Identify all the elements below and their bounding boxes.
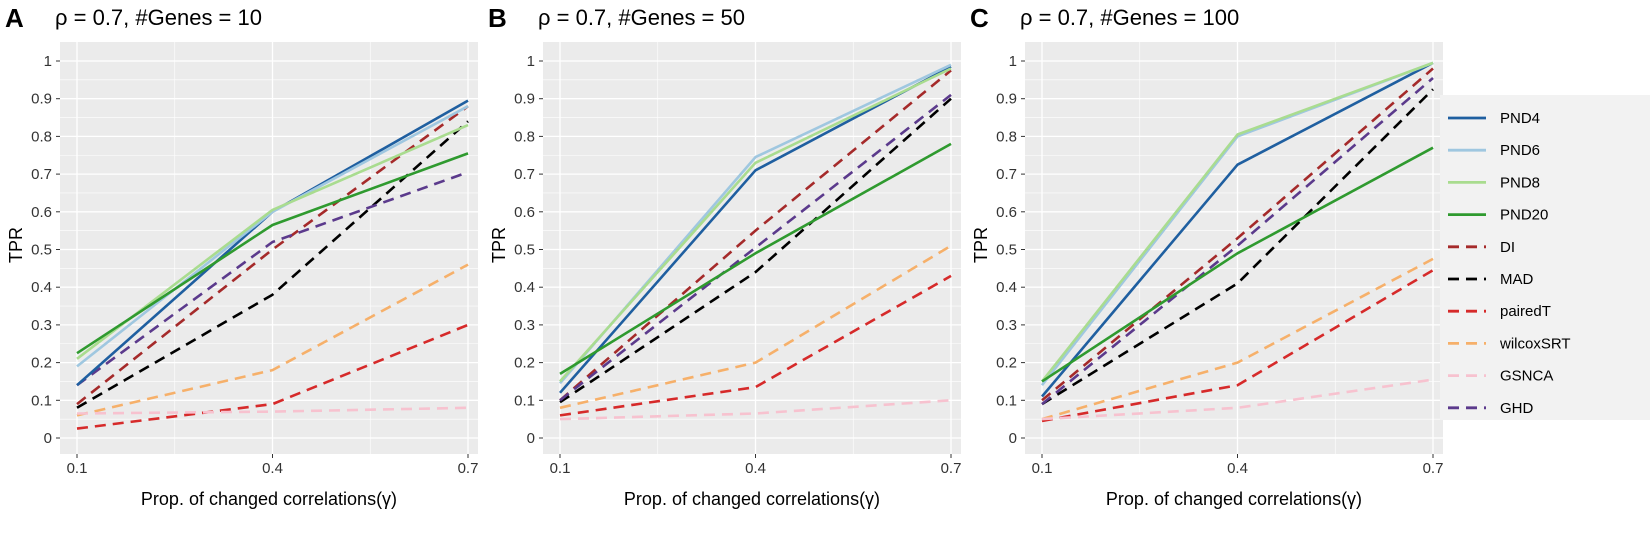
panel-a-ytick-label: 1 <box>44 53 52 70</box>
panel-c-series-pnd8 <box>1040 61 1434 383</box>
panel-a-series-wilcoxsrt <box>76 263 469 417</box>
panel-a-ytick-label: 0.8 <box>31 128 52 145</box>
panel-a-xtick-label: 0.1 <box>67 460 88 477</box>
panel-c-series-pnd20 <box>1041 146 1434 383</box>
panel-c-ytick-label: 0.8 <box>996 128 1017 145</box>
panel-b-series-pairedt <box>559 274 952 417</box>
panel-b-xtick-label: 0.1 <box>550 460 571 477</box>
panel-a-ytick-label: 0.4 <box>31 279 52 296</box>
panel-b-letter: B <box>488 3 507 33</box>
panel-b-ytick-label: 0.1 <box>514 392 535 409</box>
panel-c-xtick-label: 0.1 <box>1032 460 1053 477</box>
panel-c-series-wilcoxsrt <box>1041 257 1434 421</box>
panel-c-ytick-label: 0.2 <box>996 355 1017 372</box>
panel-c-xtick-label: 0.7 <box>1423 460 1444 477</box>
panel-c-xlabel: Prop. of changed correlations(γ) <box>1106 489 1362 509</box>
panel-c-ytick-label: 1 <box>1009 53 1017 70</box>
panel-b-ytick-label: 0.4 <box>514 279 535 296</box>
panel-c-xtick-label: 0.4 <box>1227 460 1248 477</box>
panel-c-ytick-label: 0.4 <box>996 279 1017 296</box>
panel-b-ytick-label: 0.7 <box>514 166 535 183</box>
legend-label-pnd20: PND20 <box>1500 207 1548 224</box>
panel-c-series-gsnca <box>1041 378 1434 421</box>
panel-c-series-pnd4 <box>1041 61 1434 398</box>
panel-b-series-ghd <box>559 93 952 402</box>
panel-c-ytick-label: 0.3 <box>996 317 1017 334</box>
panel-c-ytick-label: 0 <box>1009 430 1017 447</box>
legend-label-pairedt: pairedT <box>1500 303 1551 320</box>
panel-b: B ρ = 0.7, #Genes = 50 TPR Prop. of chan… <box>488 3 961 509</box>
panel-c-letter: C <box>970 3 989 33</box>
legend-label-mad: MAD <box>1500 271 1534 288</box>
panel-c-series-mad <box>1041 88 1434 406</box>
panel-a-series-pnd6 <box>76 105 469 368</box>
panel-a-ytick-label: 0.6 <box>31 204 52 221</box>
panel-c-ytick-label: 0.9 <box>996 91 1017 108</box>
legend-label-wilcoxsrt: wilcoxSRT <box>1499 335 1571 352</box>
panel-c: C ρ = 0.7, #Genes = 100 TPR Prop. of cha… <box>970 3 1443 509</box>
legend-label-pnd6: PND6 <box>1500 142 1540 159</box>
panel-b-plot-background <box>543 42 961 454</box>
panel-b-series-gsnca <box>559 399 952 421</box>
panel-c-ytick-label: 0.6 <box>996 204 1017 221</box>
panel-b-ylabel: TPR <box>489 227 509 263</box>
panel-b-series-di <box>559 69 952 402</box>
panel-b-ytick-label: 0 <box>527 430 535 447</box>
panel-c-title: ρ = 0.7, #Genes = 100 <box>1020 5 1239 30</box>
panel-b-ytick-label: 0.3 <box>514 317 535 334</box>
panel-a-ytick-label: 0.1 <box>31 392 52 409</box>
panel-a-series-ghd <box>76 170 469 387</box>
panel-c-plot-background <box>1025 42 1443 454</box>
panel-c-ytick-label: 0.1 <box>996 392 1017 409</box>
legend-label-pnd8: PND8 <box>1500 174 1540 191</box>
panel-c-series-ghd <box>1041 77 1434 406</box>
panel-b-ytick-label: 0.5 <box>514 242 535 259</box>
panel-c-series-pairedt <box>1041 269 1434 423</box>
panel-a-ytick-label: 0.3 <box>31 317 52 334</box>
panel-a-plot-background <box>60 42 478 454</box>
panel-b-title: ρ = 0.7, #Genes = 50 <box>538 5 745 30</box>
legend: PND4 PND6 PND8 PND20 DI MAD pairedT wilcoxSRT GS… <box>1440 95 1650 420</box>
panel-a-ytick-label: 0.9 <box>31 91 52 108</box>
panel-b-xtick-label: 0.4 <box>745 460 766 477</box>
legend-label-gsnca: GSNCA <box>1500 368 1553 385</box>
panel-b-ytick-label: 0.8 <box>514 128 535 145</box>
panel-a: A ρ = 0.7, #Genes = 10 TPR Prop. of chan… <box>5 3 478 509</box>
panel-a-ytick-label: 0.7 <box>31 166 52 183</box>
panel-b-series-mad <box>559 97 952 404</box>
legend-label-ghd: GHD <box>1500 400 1534 417</box>
panel-c-ytick-label: 0.5 <box>996 242 1017 259</box>
legend-label-di: DI <box>1500 239 1515 256</box>
panel-c-series-di <box>1041 67 1434 402</box>
panel-a-letter: A <box>5 3 24 33</box>
legend-label-pnd4: PND4 <box>1500 110 1540 127</box>
panel-b-ytick-label: 1 <box>527 53 535 70</box>
panel-a-xtick-label: 0.7 <box>458 460 479 477</box>
panel-b-ytick-label: 0.6 <box>514 204 535 221</box>
panel-a-series-pnd20 <box>76 152 469 355</box>
panel-a-series-gsnca <box>76 406 469 415</box>
panel-a-title: ρ = 0.7, #Genes = 10 <box>55 5 262 30</box>
panel-c-ylabel: TPR <box>971 227 991 263</box>
panel-a-xlabel: Prop. of changed correlations(γ) <box>141 489 397 509</box>
panel-b-xtick-label: 0.7 <box>941 460 962 477</box>
panel-b-ytick-label: 0.2 <box>514 355 535 372</box>
panel-a-series-mad <box>76 120 469 409</box>
panel-b-series-wilcoxsrt <box>559 244 952 410</box>
panel-b-series-pnd20 <box>559 142 952 376</box>
panel-a-xtick-label: 0.4 <box>262 460 283 477</box>
panel-b-xlabel: Prop. of changed correlations(γ) <box>624 489 880 509</box>
panel-b-series-pnd8 <box>559 67 952 383</box>
panel-a-ytick-label: 0.2 <box>31 355 52 372</box>
panel-b-ytick-label: 0.9 <box>514 91 535 108</box>
panel-a-ytick-label: 0 <box>44 430 52 447</box>
panel-a-ylabel: TPR <box>6 227 26 263</box>
panel-c-ytick-label: 0.7 <box>996 166 1017 183</box>
panel-a-ytick-label: 0.5 <box>31 242 52 259</box>
